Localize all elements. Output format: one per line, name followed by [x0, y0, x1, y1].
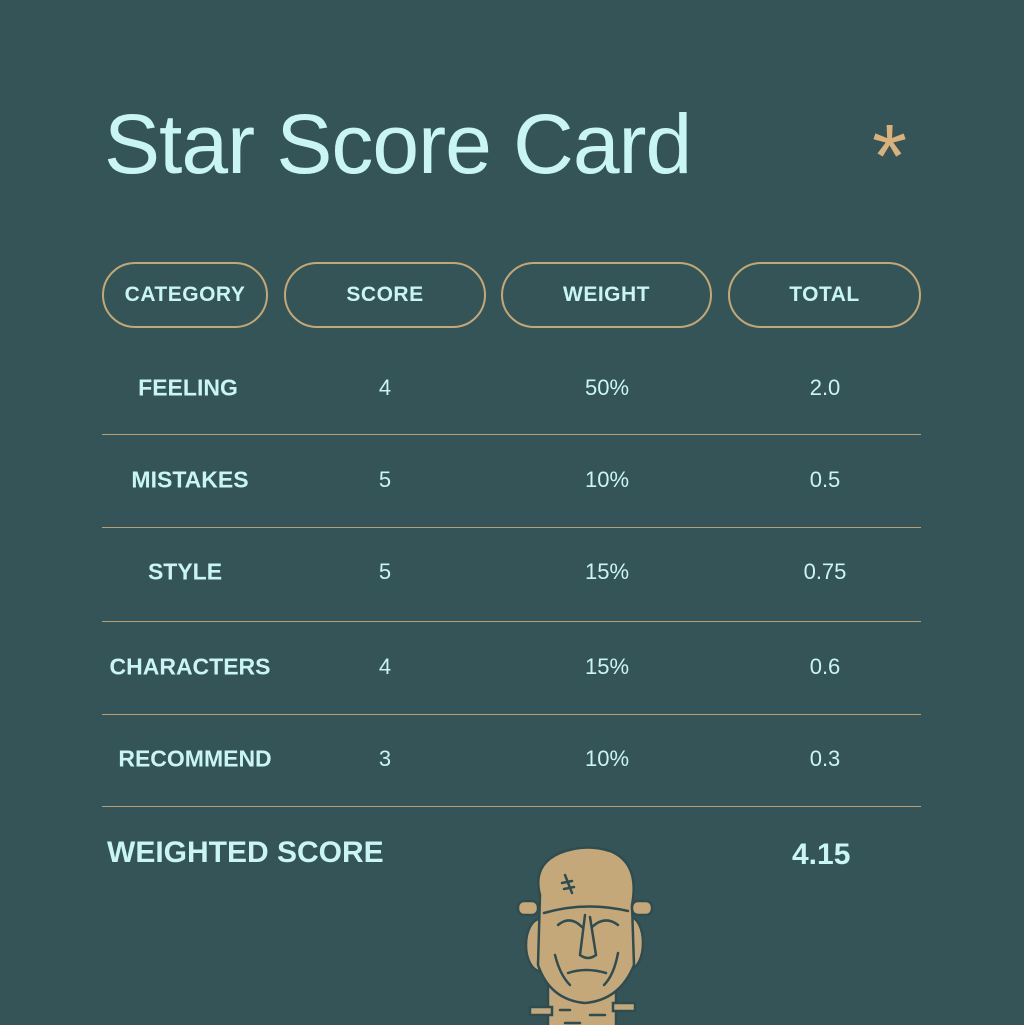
cell-score: 4: [378, 375, 392, 400]
header-total: TOTAL: [728, 262, 921, 328]
row-divider: [102, 714, 921, 715]
cell-score: 5: [378, 467, 392, 492]
page-title: Star Score Card: [104, 97, 692, 191]
cell-category: MISTAKES: [131, 466, 249, 493]
cell-total: 0.5: [809, 467, 841, 492]
cell-weight: 15%: [584, 654, 630, 679]
row-divider: [102, 621, 921, 622]
cell-weight: 10%: [584, 467, 630, 492]
asterisk-icon: *: [872, 107, 908, 207]
cell-category: RECOMMEND: [118, 745, 272, 772]
weighted-score-value: 4.15: [792, 838, 851, 871]
cell-weight: 50%: [584, 375, 630, 400]
cell-total: 2.0: [809, 375, 841, 400]
cell-total: 0.3: [809, 746, 841, 771]
row-divider: [102, 806, 921, 807]
row-divider: [102, 527, 921, 528]
cell-weight: 10%: [584, 746, 630, 771]
cell-category: STYLE: [147, 558, 223, 585]
header-category: CATEGORY: [102, 262, 268, 328]
cell-score: 4: [378, 654, 392, 679]
cell-score: 3: [378, 746, 392, 771]
weighted-score-label: WEIGHTED SCORE: [107, 836, 384, 869]
row-divider: [102, 434, 921, 435]
cell-total: 0.75: [803, 559, 847, 584]
frankenstein-head-illustration: [516, 846, 654, 1025]
cell-weight: 15%: [584, 559, 630, 584]
header-score: SCORE: [284, 262, 486, 328]
header-weight: WEIGHT: [501, 262, 712, 328]
cell-score: 5: [378, 559, 392, 584]
cell-total: 0.6: [809, 654, 841, 679]
cell-category: FEELING: [138, 374, 238, 401]
cell-category: CHARACTERS: [109, 653, 271, 680]
